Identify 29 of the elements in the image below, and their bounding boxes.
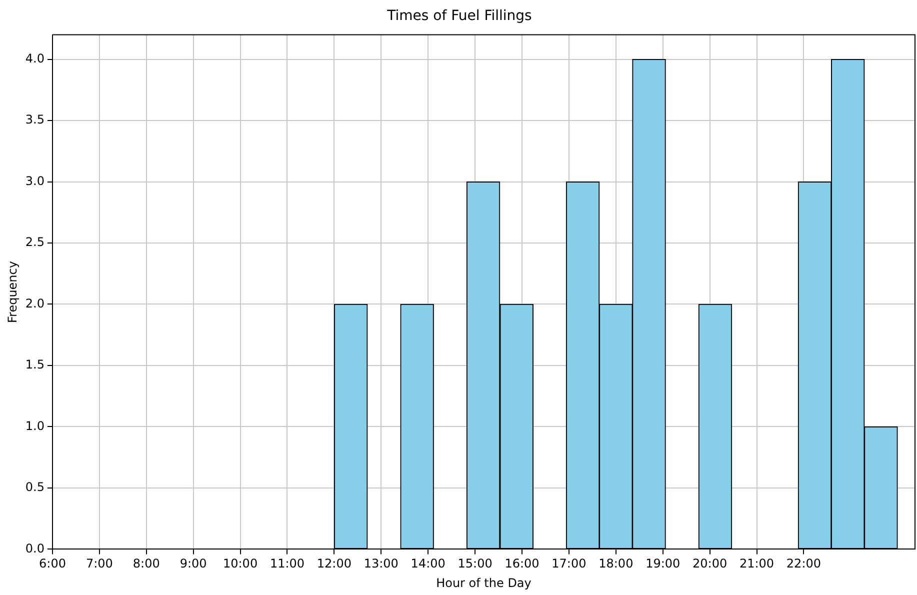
x-tick-label: 12:00 [316,556,352,571]
x-tick-label: 7:00 [86,556,113,571]
x-tick-label: 15:00 [458,556,492,571]
y-tick-label: 3.0 [25,174,44,188]
y-tick-label: 3.5 [25,112,44,127]
chart-title: Times of Fuel Fillings [386,8,532,24]
y-tick-label: 2.0 [25,296,44,310]
y-tick-label: 0.0 [25,541,44,556]
x-tick-label: 20:00 [692,556,728,571]
x-tick-label: 10:00 [222,556,258,571]
y-tick-label: 0.5 [25,480,44,494]
x-tick-label: 18:00 [598,556,634,571]
y-tick-label: 2.5 [25,235,44,250]
x-tick-label: 14:00 [410,556,446,571]
x-tick-label: 13:00 [364,556,398,571]
x-tick-label: 8:00 [132,556,160,571]
x-tick-label: 21:00 [739,556,774,571]
x-tick-label: 9:00 [180,556,207,571]
y-tick-label: 1.0 [25,418,44,433]
x-axis-title: Hour of the Day [436,576,532,590]
x-tick-label: 16:00 [504,556,540,571]
y-axis-title: Frequency [5,261,20,323]
y-tick-label: 1.5 [25,358,44,372]
x-tick-label: 11:00 [270,556,305,571]
x-tick-label: 17:00 [552,556,586,571]
y-tick-label: 4.0 [25,51,44,66]
x-tick-label: 6:00 [39,556,66,571]
x-tick-label: 22:00 [786,556,822,571]
x-tick-label: 19:00 [646,556,680,571]
